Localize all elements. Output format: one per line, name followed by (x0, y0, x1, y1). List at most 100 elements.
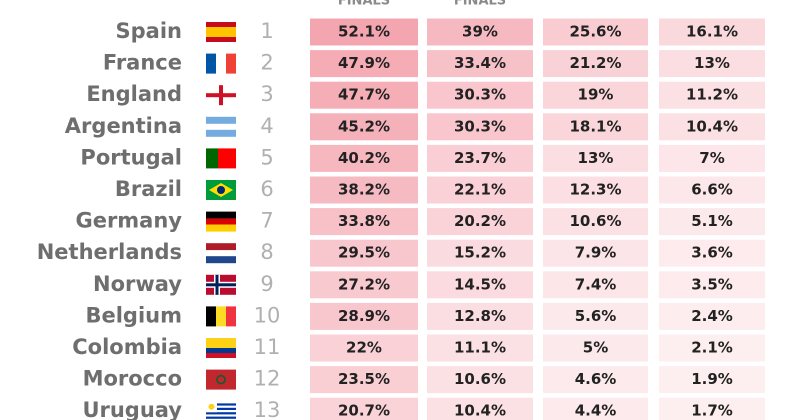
rank: 7 (260, 209, 273, 233)
cell-background (310, 144, 418, 172)
cell-value: 2.4% (691, 307, 733, 325)
cell-background (427, 271, 533, 299)
cell-background (659, 397, 765, 420)
country-name: Morocco (83, 367, 182, 391)
cell-value: 18.1% (569, 117, 621, 135)
cell-background (310, 334, 418, 362)
cell-background (310, 176, 418, 204)
cell-value: 21.2% (569, 54, 621, 72)
cell-background (659, 113, 765, 141)
cell-value: 13% (578, 149, 614, 167)
flag-part (218, 148, 236, 169)
flag (206, 243, 236, 264)
cell-background (543, 366, 648, 394)
cell-background (310, 271, 418, 299)
cell-value: 10.4% (454, 402, 506, 420)
cell-value: 3.5% (691, 275, 733, 293)
cell-background (543, 271, 648, 299)
flag (206, 116, 236, 137)
cell-value: 10.6% (569, 212, 621, 230)
flag-part (216, 306, 226, 327)
flag-part (206, 224, 236, 232)
flag-part (206, 412, 236, 415)
cell-background (659, 239, 765, 267)
cell-background (659, 302, 765, 330)
country-name: Germany (75, 209, 182, 233)
cell-value: 7.9% (575, 244, 617, 262)
flag-part (206, 123, 236, 130)
cell-value: 16.1% (686, 23, 738, 41)
cell-background (310, 239, 418, 267)
cell-background (543, 397, 648, 420)
flag (206, 85, 236, 106)
cell-background (543, 18, 648, 46)
cell-background (427, 144, 533, 172)
cell-value: 20.7% (338, 402, 390, 420)
cell-value: 23.7% (454, 149, 506, 167)
cell-value: 13% (694, 54, 730, 72)
cell-background (310, 113, 418, 141)
flag-part (206, 211, 236, 219)
cell-background (659, 144, 765, 172)
cell-value: 33.4% (454, 54, 506, 72)
cell-value: 38.2% (338, 181, 390, 199)
cell-value: 27.2% (338, 275, 390, 293)
cell-value: 19% (578, 86, 614, 104)
cell-background (543, 208, 648, 236)
cell-background (427, 18, 533, 46)
cell-background (659, 208, 765, 236)
flag (206, 369, 236, 390)
cell-background (543, 239, 648, 267)
cell-background (310, 366, 418, 394)
cell-value: 1.9% (691, 370, 733, 388)
country-name: Spain (116, 19, 182, 43)
flag-part (206, 416, 236, 419)
flag (206, 338, 236, 358)
rank: 13 (254, 398, 281, 420)
rank: 4 (260, 114, 273, 138)
country-name: Portugal (80, 145, 182, 169)
rank: 3 (260, 82, 273, 106)
cell-value: 45.2% (338, 117, 390, 135)
flag (206, 22, 236, 42)
cell-background (543, 50, 648, 78)
rank: 12 (254, 367, 281, 391)
cell-value: 10.4% (686, 117, 738, 135)
country-name: England (86, 82, 182, 106)
cell-background (543, 302, 648, 330)
rank: 2 (260, 51, 273, 75)
cell-background (543, 176, 648, 204)
cell-value: 12.8% (454, 307, 506, 325)
country-name: Colombia (72, 335, 182, 359)
flag (206, 53, 236, 74)
cell-background (659, 271, 765, 299)
cell-background (543, 113, 648, 141)
flag-part (206, 369, 236, 390)
cell-background (659, 334, 765, 362)
flag-part (206, 148, 218, 169)
cell-value: 5% (583, 339, 608, 357)
cell-background (427, 50, 533, 78)
cell-value: 14.5% (454, 275, 506, 293)
cell-background (427, 302, 533, 330)
cell-value: 4.4% (575, 402, 617, 420)
cell-value: 10.6% (454, 370, 506, 388)
cell-value: 30.3% (454, 117, 506, 135)
flag-part (206, 93, 236, 98)
cell-value: 39% (462, 23, 498, 41)
cell-value: 6.6% (691, 181, 733, 199)
cell-value: 20.2% (454, 212, 506, 230)
flag-part (206, 306, 216, 327)
cell-background (427, 113, 533, 141)
cell-value: 11.1% (454, 339, 506, 357)
country-name: France (103, 51, 182, 75)
cell-background (427, 176, 533, 204)
flag-part (206, 243, 236, 251)
flag (206, 274, 236, 295)
flag-part (226, 53, 236, 74)
cell-background (427, 334, 533, 362)
flag-part (206, 218, 236, 225)
cell-background (659, 81, 765, 109)
cell-value: 28.9% (338, 307, 390, 325)
cell-value: 52.1% (338, 23, 390, 41)
